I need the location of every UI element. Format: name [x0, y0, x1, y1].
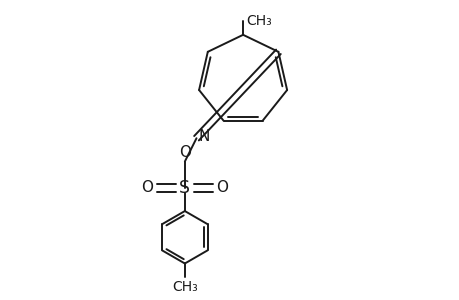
Text: CH₃: CH₃	[246, 14, 272, 28]
Text: N: N	[198, 129, 210, 144]
Text: CH₃: CH₃	[172, 280, 197, 294]
Text: O: O	[179, 145, 191, 160]
Text: O: O	[141, 180, 153, 195]
Text: S: S	[179, 179, 190, 197]
Text: O: O	[216, 180, 228, 195]
